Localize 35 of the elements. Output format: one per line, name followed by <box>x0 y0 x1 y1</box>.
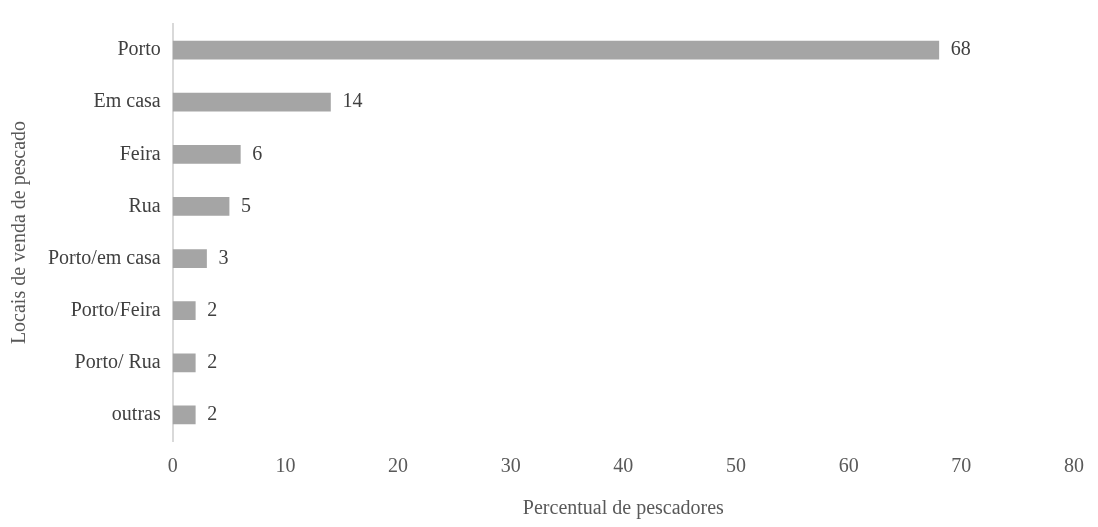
bar <box>172 197 230 216</box>
bar <box>172 405 196 425</box>
bar <box>172 353 196 373</box>
y-tick-label: Porto <box>117 37 161 60</box>
y-tick-label: Porto/em casa <box>47 245 161 268</box>
y-tick-label: Rua <box>128 193 161 216</box>
y-tick-label: outras <box>111 402 161 425</box>
y-axis-title: Locais de venda de pescado <box>7 120 31 345</box>
x-tick-label: 40 <box>613 454 634 477</box>
y-tick-label: Em casa <box>93 89 161 112</box>
data-label: 2 <box>207 350 218 373</box>
x-tick-label: 50 <box>726 454 747 477</box>
y-tick-label: Feira <box>119 141 161 164</box>
x-tick-label: 60 <box>838 454 859 477</box>
x-axis-title: Percentual de pescadores <box>522 496 725 520</box>
x-tick-label: 20 <box>388 454 409 477</box>
x-tick-label: 70 <box>951 454 972 477</box>
x-tick-label: 30 <box>500 454 521 477</box>
data-label: 3 <box>218 245 229 268</box>
x-tick-label: 80 <box>1064 454 1084 477</box>
bar <box>172 92 331 112</box>
data-label: 14 <box>342 89 363 112</box>
data-label: 68 <box>950 37 971 60</box>
bar <box>172 144 241 164</box>
bar <box>172 40 940 60</box>
y-tick-label: Porto/Feira <box>70 297 161 320</box>
y-tick-label: Porto/ Rua <box>74 350 161 373</box>
data-label: 2 <box>207 297 218 320</box>
bar <box>172 301 196 321</box>
bar <box>172 249 207 268</box>
data-label: 6 <box>252 141 263 164</box>
data-label: 2 <box>207 402 218 425</box>
data-label: 5 <box>241 193 252 216</box>
x-tick-label: 0 <box>167 454 178 477</box>
x-tick-label: 10 <box>275 454 296 477</box>
